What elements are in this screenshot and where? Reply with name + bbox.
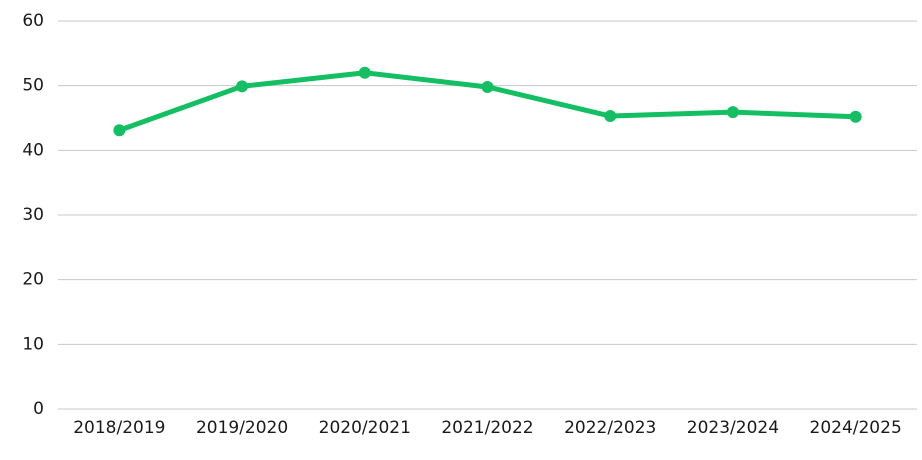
x-tick-label: 2020/2021: [319, 418, 411, 438]
x-tick-label: 2023/2024: [687, 418, 779, 438]
data-point: [236, 80, 249, 93]
data-point: [604, 110, 617, 123]
y-tick-label: 0: [33, 399, 44, 419]
x-tick-label: 2021/2022: [441, 418, 533, 438]
y-tick-label: 10: [22, 334, 44, 354]
y-tick-label: 40: [22, 140, 44, 160]
y-tick-label: 50: [22, 76, 44, 96]
y-tick-label: 30: [22, 205, 44, 225]
data-point: [481, 80, 494, 93]
data-point: [358, 66, 371, 79]
data-point: [849, 110, 862, 123]
data-point: [726, 106, 739, 119]
x-tick-label: 2018/2019: [73, 418, 165, 438]
x-tick-label: 2019/2020: [196, 418, 288, 438]
data-point: [113, 124, 126, 137]
x-tick-label: 2022/2023: [564, 418, 656, 438]
y-tick-label: 60: [22, 11, 44, 31]
x-tick-label: 2024/2025: [810, 418, 902, 438]
y-tick-label: 20: [22, 270, 44, 290]
